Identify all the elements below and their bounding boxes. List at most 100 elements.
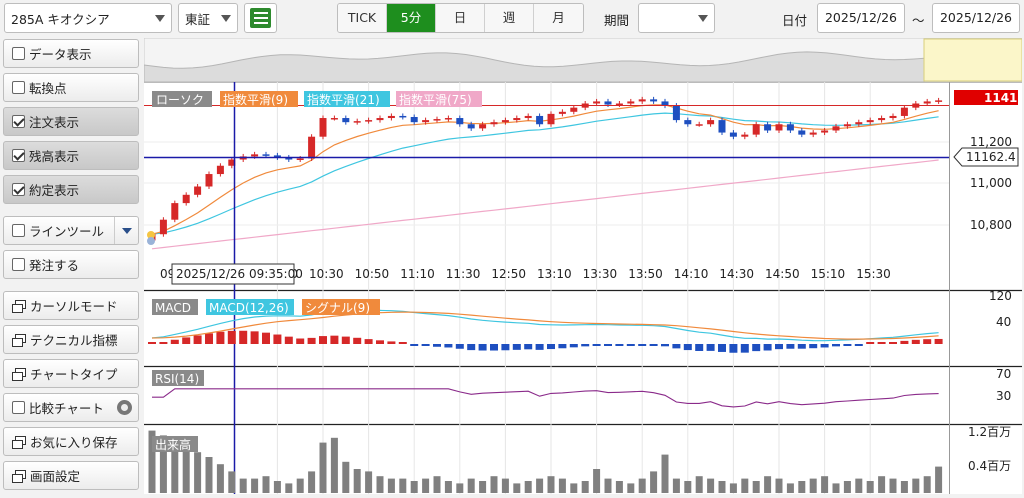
macd-bar <box>626 344 635 346</box>
chevron-down-icon <box>698 15 708 22</box>
technical-button[interactable]: テクニカル指標 <box>3 325 139 354</box>
macd-bar <box>421 344 430 346</box>
cursor-mode-button[interactable]: カーソルモード <box>3 291 139 320</box>
candle-body <box>775 124 783 131</box>
price-axis: 11,200 11,000 10,800 11415 11162.4 <box>953 90 1022 232</box>
candle-body <box>422 120 430 123</box>
candle-body <box>444 118 452 120</box>
overview-price-line <box>144 51 925 83</box>
candle-body <box>866 120 874 123</box>
volume-bar <box>228 471 236 493</box>
volume-bar <box>718 481 726 493</box>
volume-bar <box>752 481 760 493</box>
volume-bar <box>581 481 589 493</box>
macd-bar <box>182 337 191 344</box>
range-select[interactable] <box>638 3 715 33</box>
candle-body <box>900 107 908 116</box>
position-display-toggle[interactable]: 残高表示 <box>3 141 139 170</box>
time-tick: 13:10 <box>537 267 572 281</box>
compare-chart-toggle[interactable]: 比較チャート <box>3 393 139 422</box>
tab-day[interactable]: 日 <box>436 4 485 32</box>
candle-body <box>752 124 760 135</box>
candle-body <box>490 122 498 125</box>
candle-body <box>228 159 236 166</box>
volume-bar <box>923 476 931 493</box>
volume-bar <box>239 478 247 493</box>
macd-bar <box>148 342 156 344</box>
macd-bar <box>877 342 886 344</box>
volume-tick: 0.4百万 <box>968 459 1011 473</box>
candle-body <box>308 136 316 159</box>
volume-bar <box>627 483 635 493</box>
macd-bar <box>444 344 453 348</box>
volume-bar <box>365 471 373 493</box>
volume-bar <box>422 478 430 493</box>
date-separator: ～ <box>912 13 925 28</box>
list-view-button[interactable] <box>244 3 277 33</box>
tab-5min[interactable]: 5分 <box>387 4 436 32</box>
macd-bar <box>193 335 202 344</box>
price-tick: 11,000 <box>970 176 1012 190</box>
rsi-line <box>152 388 939 408</box>
candle-body <box>285 157 293 160</box>
volume-bar <box>764 476 772 493</box>
execution-display-toggle[interactable]: 約定表示 <box>3 175 139 204</box>
macd-bar <box>330 335 339 344</box>
volume-bar <box>353 469 361 493</box>
macd-bar <box>262 332 270 344</box>
line-tool-toggle[interactable]: ラインツール <box>3 216 139 245</box>
candle-body <box>273 155 281 158</box>
volume-bar <box>387 478 395 493</box>
legend-candles: ローソク <box>156 93 204 107</box>
macd-legend: MACD MACD(12,26) シグナル(9) 120 40 <box>152 289 1012 329</box>
rsi-tick: 30 <box>996 389 1011 403</box>
execution-marker[interactable] <box>147 231 155 239</box>
volume-bar <box>205 457 213 493</box>
save-favorite-button[interactable]: お気に入り保存 <box>3 427 139 456</box>
volume-bar <box>171 440 179 493</box>
macd-bar <box>341 336 350 344</box>
volume-bar <box>878 476 886 493</box>
volume-bar <box>638 478 646 493</box>
ma75-line <box>151 159 939 250</box>
candle-body <box>650 99 658 102</box>
overview-window-handle[interactable] <box>923 38 1022 82</box>
price-chart[interactable]: 11,200 11,000 10,800 11415 11162.4 09 10… <box>144 38 1022 494</box>
window-icon <box>12 299 26 313</box>
volume-bar <box>501 478 509 493</box>
symbol-select[interactable]: 285A キオクシア <box>4 3 172 33</box>
volume-legend: 出来高 1.2百万 0.4百万 <box>152 425 1011 473</box>
candle-body <box>365 120 373 122</box>
date-to-input[interactable]: 2025/12/26 <box>932 3 1020 33</box>
volume-bar <box>194 452 202 493</box>
volume-bar <box>216 464 224 493</box>
chart-type-button[interactable]: チャートタイプ <box>3 359 139 388</box>
macd-bar <box>638 344 647 346</box>
screen-settings-button[interactable]: 画面設定 <box>3 461 139 490</box>
turning-points-toggle[interactable]: 転換点 <box>3 73 139 102</box>
volume-bar <box>695 476 703 493</box>
ma21-line <box>151 112 939 235</box>
overview-strip[interactable] <box>144 38 1022 83</box>
place-order-toggle[interactable]: 発注する <box>3 250 139 279</box>
gear-icon[interactable] <box>117 400 132 415</box>
candle-body <box>627 101 635 104</box>
candle-body <box>718 120 726 133</box>
volume-bar <box>273 481 281 493</box>
tab-tick[interactable]: TICK <box>338 4 387 32</box>
date-from-input[interactable]: 2025/12/26 <box>817 3 905 33</box>
candle-body <box>194 186 202 195</box>
checkbox-icon <box>12 81 25 94</box>
line-tool-dropdown-icon[interactable] <box>114 217 138 244</box>
execution-marker[interactable] <box>147 237 155 245</box>
legend-ma9: 指数平滑(9) <box>223 92 288 107</box>
market-select[interactable]: 東証 <box>178 3 238 33</box>
macd-bar <box>170 339 179 344</box>
tab-month[interactable]: 月 <box>534 4 583 32</box>
tab-week[interactable]: 週 <box>485 4 534 32</box>
candle-body <box>935 100 943 102</box>
volume-bar <box>148 430 156 493</box>
time-tick: 14:10 <box>674 267 709 281</box>
data-display-toggle[interactable]: データ表示 <box>3 39 139 68</box>
order-display-toggle[interactable]: 注文表示 <box>3 107 139 136</box>
